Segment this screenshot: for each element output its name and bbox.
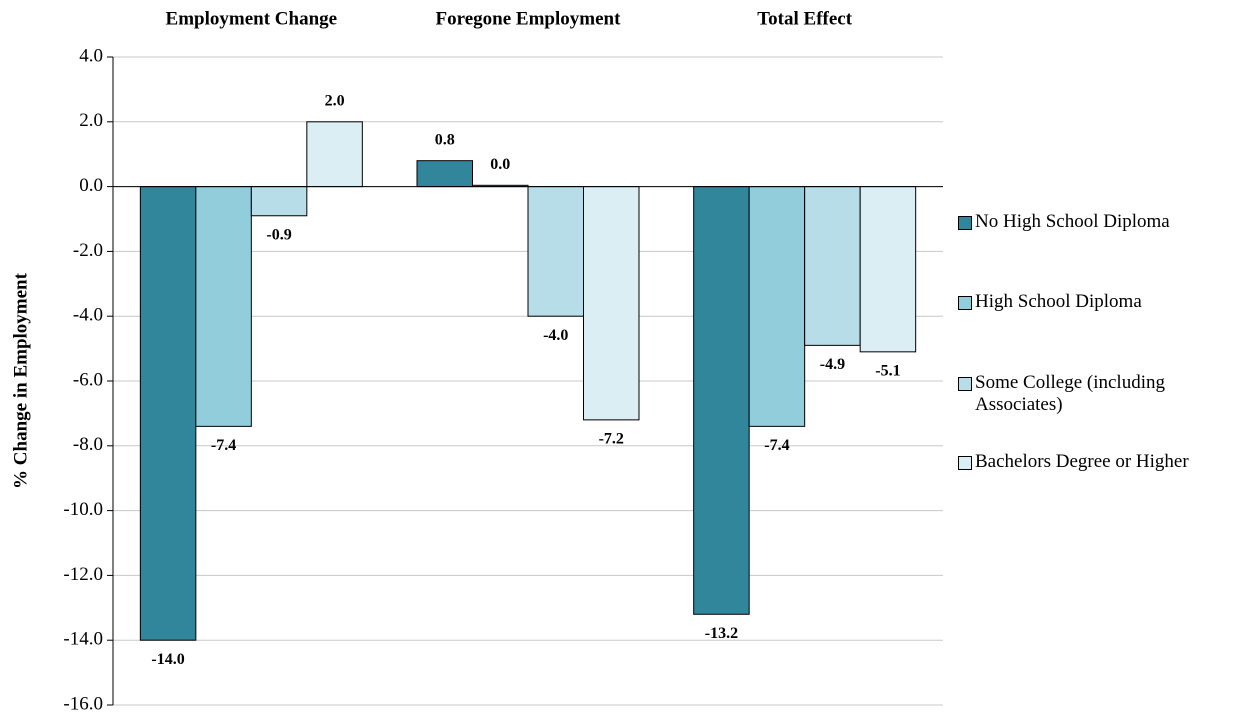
y-tick-label: -4.0 [73,305,103,326]
legend-swatch [958,296,972,310]
value-label: -5.1 [875,363,900,380]
y-tick-label: -8.0 [73,434,103,455]
y-tick-label: 4.0 [79,45,103,66]
category-label: Foregone Employment [436,8,622,29]
value-label: -7.4 [211,437,236,454]
y-tick-label: -14.0 [63,629,103,650]
legend-item: Some College (including Associates) [958,372,1228,416]
y-tick-label: 2.0 [79,110,103,131]
bar [583,186,640,421]
legend-label: No High School Diploma [975,211,1170,232]
y-tick-label: 0.0 [79,175,103,196]
value-label: 2.0 [325,92,345,109]
legend-label: High School Diploma [975,291,1142,312]
value-label: -0.9 [266,226,291,243]
bar [859,186,917,353]
legend-item: High School Diploma [958,291,1228,313]
bar [748,186,806,427]
value-label: -7.4 [764,437,789,454]
y-tick-label: -2.0 [73,240,103,261]
value-label: -14.0 [151,651,184,668]
y-tick-label: -12.0 [63,564,103,585]
value-label: -13.2 [705,625,738,642]
bar [804,186,861,346]
bar [195,186,252,427]
category-label: Total Effect [757,8,852,29]
y-axis-label: % Change in Employment [10,272,31,489]
category-label: Employment Change [166,8,338,29]
legend-item: No High School Diploma [958,211,1228,233]
bar [250,186,308,217]
bar [527,186,584,317]
value-label: 0.0 [490,156,510,173]
value-label: -4.0 [543,327,568,344]
legend-item: Bachelors Degree or Higher [958,451,1228,473]
legend-label: Bachelors Degree or Higher [975,451,1189,472]
legend-swatch [958,456,972,470]
y-tick-label: -10.0 [63,499,103,520]
legend-label: Some College (including Associates) [975,372,1165,415]
bar [306,121,363,188]
value-label: 0.8 [435,131,455,148]
y-tick-label: -6.0 [73,369,103,390]
y-tick-label: -16.0 [63,693,103,714]
bar [416,160,473,188]
bar [139,186,197,641]
bar [693,186,750,615]
value-label: -4.9 [820,356,845,373]
legend-swatch [958,377,972,391]
legend-swatch [958,216,972,230]
value-label: -7.2 [599,431,624,448]
